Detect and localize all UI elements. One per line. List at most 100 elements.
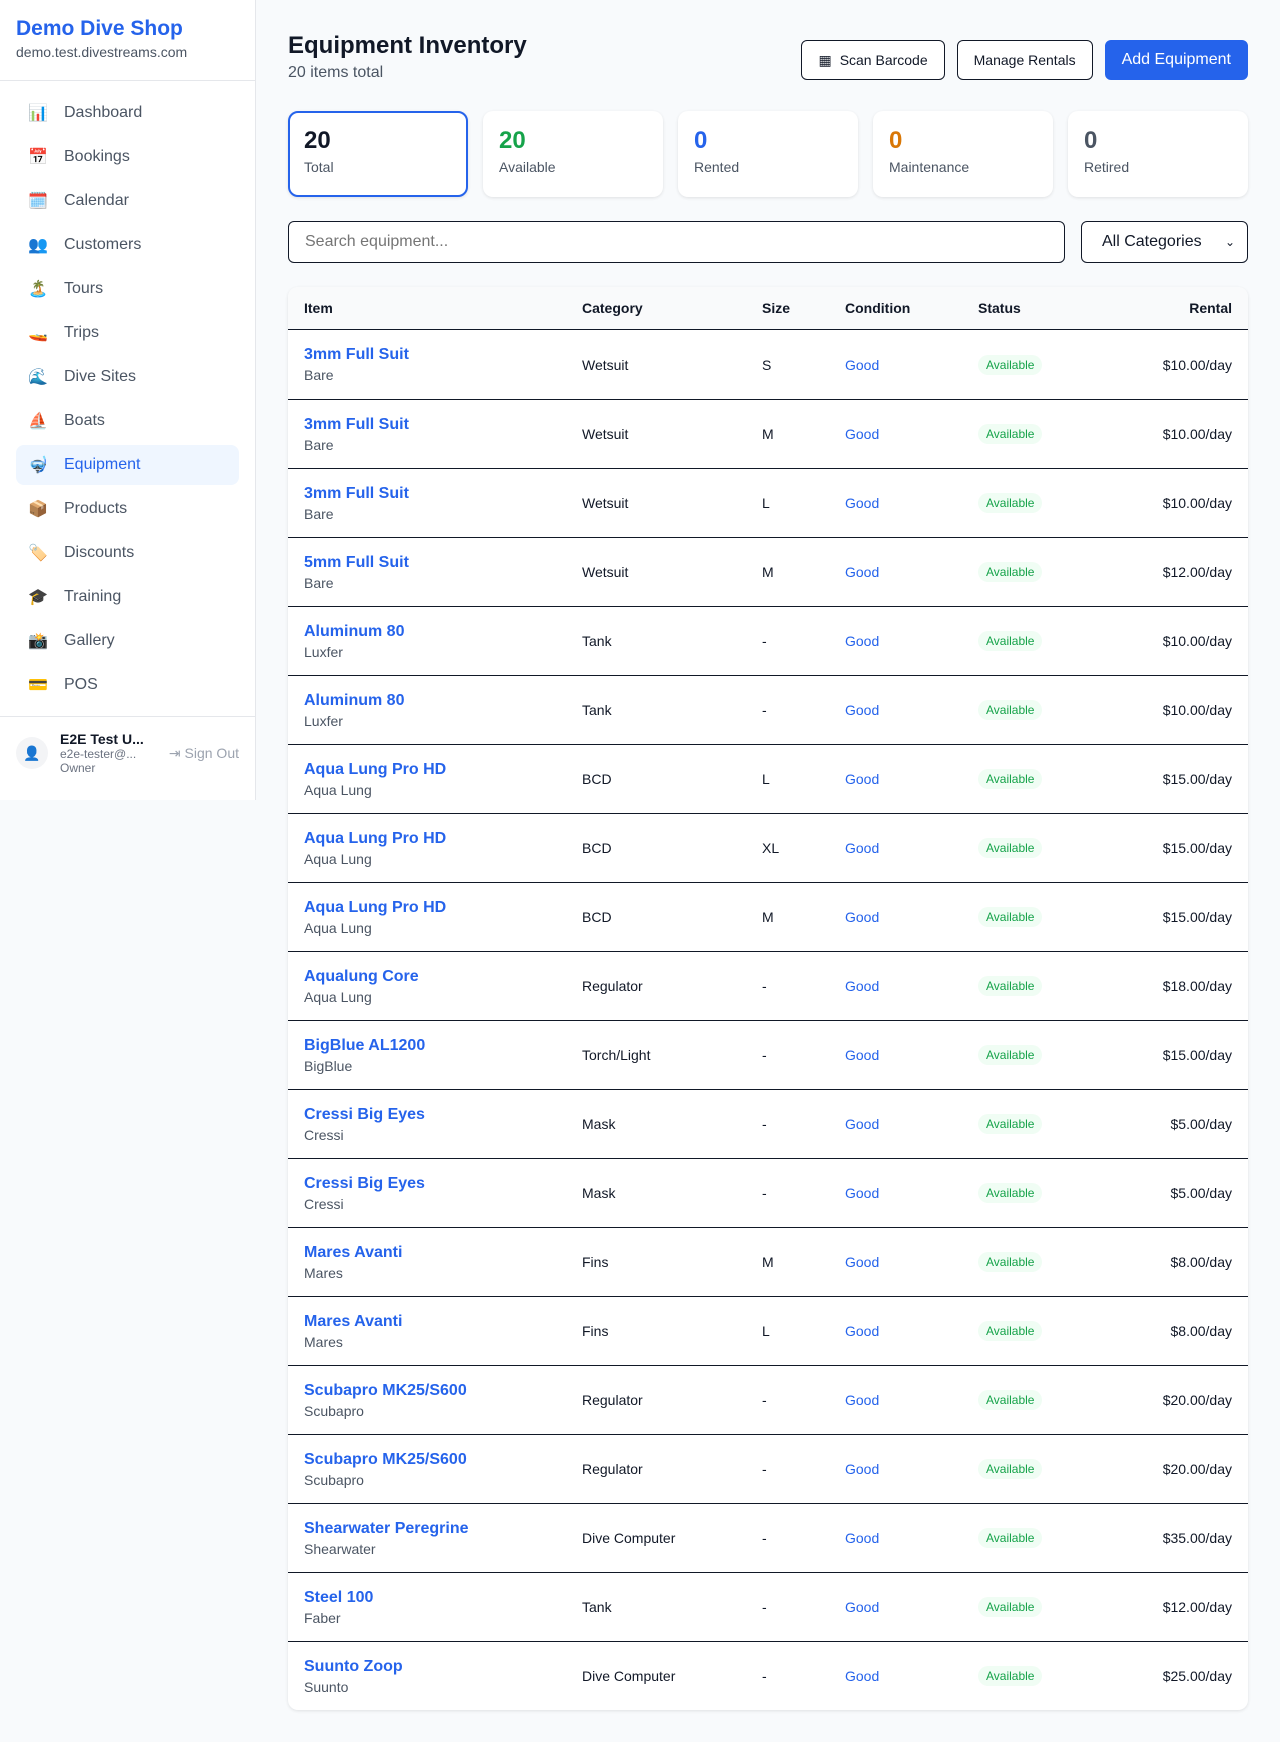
sign-out-label: Sign Out [184, 744, 239, 761]
stat-card-available[interactable]: 20 Available [483, 111, 663, 197]
item-category: Tank [582, 1599, 612, 1615]
equipment-icon: 🤿 [28, 457, 48, 474]
stat-card-maintenance[interactable]: 0 Maintenance [873, 111, 1053, 197]
table-row[interactable]: Aqua Lung Pro HD Aqua Lung BCD XL Good Av… [288, 813, 1248, 882]
status-badge: Available [978, 493, 1043, 513]
item-rental-price: $15.00/day [1162, 1047, 1232, 1063]
status-badge: Available [978, 1459, 1043, 1479]
stat-value: 0 [694, 127, 708, 154]
column-header[interactable]: Item [304, 300, 333, 316]
table-row[interactable]: Aluminum 80 Luxfer Tank - Good Available … [288, 606, 1248, 675]
sidebar-item-products[interactable]: 📦 Products [16, 489, 239, 529]
status-badge: Available [978, 1252, 1043, 1272]
item-rental-price: $12.00/day [1162, 1599, 1232, 1615]
item-name-link[interactable]: Cressi Big Eyes [304, 1105, 425, 1123]
trips-icon: 🚤 [28, 325, 48, 342]
item-name-link[interactable]: Mares Avanti [304, 1312, 403, 1330]
item-name-link[interactable]: 5mm Full Suit [304, 553, 409, 571]
column-header[interactable]: Rental [1189, 300, 1232, 316]
sidebar-item-boats[interactable]: ⛵ Boats [16, 401, 239, 441]
stat-value: 0 [1084, 127, 1098, 154]
column-header[interactable]: Size [762, 300, 791, 316]
stat-card-retired[interactable]: 0 Retired [1068, 111, 1248, 197]
sidebar-item-calendar[interactable]: 🗓️ Calendar [16, 181, 239, 221]
item-name-link[interactable]: 3mm Full Suit [304, 346, 409, 363]
sidebar-item-trips[interactable]: 🚤 Trips [16, 313, 239, 353]
item-name-link[interactable]: Shearwater Peregrine [304, 1519, 469, 1537]
sidebar-item-bookings[interactable]: 📅 Bookings [16, 137, 239, 177]
table-row[interactable]: 3mm Full Suit Bare Wetsuit L Good Availab… [288, 468, 1248, 537]
table-row[interactable]: Aqualung Core Aqua Lung Regulator - Good … [288, 951, 1248, 1020]
table-row[interactable]: Mares Avanti Mares Fins M Good Available … [288, 1227, 1248, 1296]
item-name-link[interactable]: Mares Avanti [304, 1243, 403, 1261]
sidebar-item-label: Customers [64, 236, 142, 253]
table-row[interactable]: Aqua Lung Pro HD Aqua Lung BCD L Good Ava… [288, 744, 1248, 813]
shop-name[interactable]: Demo Dive Shop [16, 17, 183, 40]
table-row[interactable]: Cressi Big Eyes Cressi Mask - Good Availa… [288, 1089, 1248, 1158]
table-row[interactable]: Cressi Big Eyes Cressi Mask - Good Availa… [288, 1158, 1248, 1227]
scan-barcode-button[interactable]: ▦ Scan Barcode [801, 40, 945, 80]
item-brand: Cressi [304, 1195, 344, 1212]
sidebar-item-gallery[interactable]: 📸 Gallery [16, 621, 239, 661]
sidebar-item-dive-sites[interactable]: 🌊 Dive Sites [16, 357, 239, 397]
item-name-link[interactable]: Scubapro MK25/S600 [304, 1450, 467, 1468]
item-name-link[interactable]: Aqualung Core [304, 967, 419, 985]
table-row[interactable]: 5mm Full Suit Bare Wetsuit M Good Availab… [288, 537, 1248, 606]
sidebar-item-training[interactable]: 🎓 Training [16, 577, 239, 617]
sidebar-item-equipment[interactable]: 🤿 Equipment [16, 445, 239, 485]
stat-card-rented[interactable]: 0 Rented [678, 111, 858, 197]
column-header[interactable]: Condition [845, 300, 911, 316]
sign-out-button[interactable]: ⇥ Sign Out [169, 745, 239, 762]
stat-card-total[interactable]: 20 Total [288, 111, 468, 197]
sidebar-item-dashboard[interactable]: 📊 Dashboard [16, 93, 239, 133]
item-name-link[interactable]: Aluminum 80 [304, 622, 405, 640]
sign-out-icon: ⇥ [168, 744, 181, 761]
item-brand: Aqua Lung [304, 988, 372, 1005]
item-name-link[interactable]: Aluminum 80 [304, 691, 405, 709]
table-row[interactable]: Scubapro MK25/S600 Scubapro Regulator - G… [288, 1434, 1248, 1503]
item-name-link[interactable]: Aqua Lung Pro HD [304, 760, 447, 778]
search-input[interactable] [288, 221, 1065, 263]
sidebar-item-pos[interactable]: 💳 POS [16, 665, 239, 705]
category-select[interactable]: All Categories ⌄ [1081, 221, 1248, 263]
table-row[interactable]: Shearwater Peregrine Shearwater Dive Comp… [288, 1503, 1248, 1572]
table-row[interactable]: Suunto Zoop Suunto Dive Computer - Good A… [288, 1641, 1248, 1710]
status-badge: Available [978, 1321, 1043, 1341]
stat-label: Rented [694, 159, 740, 175]
table-row[interactable]: 3mm Full Suit Bare Wetsuit S Good Availab… [288, 330, 1248, 399]
manage-rentals-button[interactable]: Manage Rentals [956, 40, 1093, 80]
sidebar-item-tours[interactable]: 🏝️ Tours [16, 269, 239, 309]
table-row[interactable]: Scubapro MK25/S600 Scubapro Regulator - G… [288, 1365, 1248, 1434]
table-row[interactable]: Steel 100 Faber Tank - Good Available $12… [288, 1572, 1248, 1641]
item-name-link[interactable]: Cressi Big Eyes [304, 1174, 425, 1192]
item-condition: Good [845, 1323, 880, 1339]
item-name-link[interactable]: Aqua Lung Pro HD [304, 829, 447, 847]
item-category: BCD [582, 840, 612, 856]
item-rental-price: $12.00/day [1162, 564, 1232, 580]
item-name-link[interactable]: 3mm Full Suit [304, 484, 409, 502]
item-name-link[interactable]: Scubapro MK25/S600 [304, 1381, 467, 1399]
status-badge: Available [978, 354, 1043, 375]
sidebar-item-customers[interactable]: 👥 Customers [16, 225, 239, 265]
item-name-link[interactable]: Steel 100 [304, 1588, 374, 1606]
item-name-link[interactable]: Suunto Zoop [304, 1657, 403, 1675]
item-size: L [762, 495, 770, 511]
item-name-link[interactable]: BigBlue AL1200 [304, 1036, 426, 1054]
table-row[interactable]: Aluminum 80 Luxfer Tank - Good Available … [288, 675, 1248, 744]
table-row[interactable]: BigBlue AL1200 BigBlue Torch/Light - Good… [288, 1020, 1248, 1089]
sidebar-item-discounts[interactable]: 🏷️ Discounts [16, 533, 239, 573]
column-header[interactable]: Status [978, 300, 1021, 316]
item-condition: Good [845, 1599, 880, 1615]
item-name-link[interactable]: 3mm Full Suit [304, 415, 409, 433]
item-category: BCD [582, 771, 612, 787]
user-panel: 👤 E2E Test U... e2e-tester@... Owner ⇥ S… [0, 716, 255, 789]
table-row[interactable]: Mares Avanti Mares Fins L Good Available … [288, 1296, 1248, 1365]
item-name-link[interactable]: Aqua Lung Pro HD [304, 898, 447, 916]
item-brand: Scubapro [304, 1471, 364, 1488]
column-header[interactable]: Category [582, 300, 643, 316]
add-equipment-button[interactable]: Add Equipment [1104, 40, 1248, 80]
status-badge: Available [978, 1597, 1043, 1617]
category-select-value: All Categories [1102, 233, 1202, 250]
table-row[interactable]: Aqua Lung Pro HD Aqua Lung BCD M Good Ava… [288, 882, 1248, 951]
table-row[interactable]: 3mm Full Suit Bare Wetsuit M Good Availab… [288, 399, 1248, 468]
